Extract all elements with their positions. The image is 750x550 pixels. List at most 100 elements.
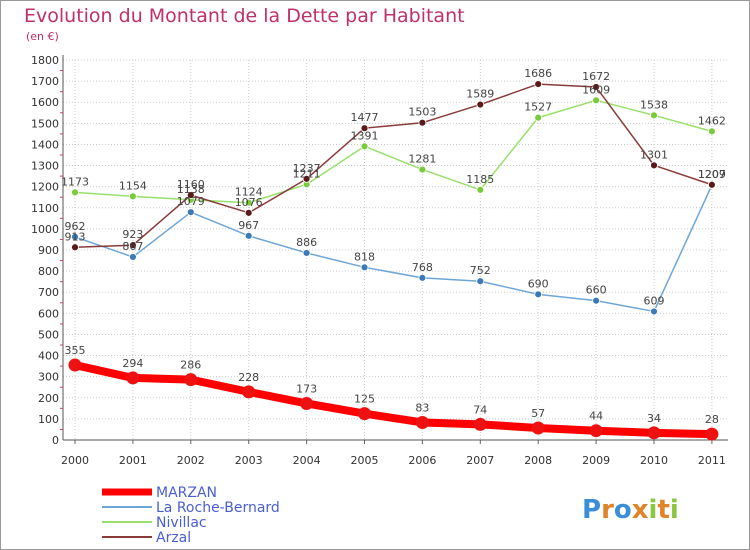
data-label-marzan: 74 xyxy=(473,403,487,416)
y-tick-label: 600 xyxy=(38,307,59,320)
data-label-la-roche-bernard: 1079 xyxy=(177,195,205,208)
data-label-nivillac: 1185 xyxy=(466,173,494,186)
data-label-marzan: 125 xyxy=(354,393,375,406)
data-label-marzan: 228 xyxy=(238,371,259,384)
y-tick-label: 1700 xyxy=(31,75,59,88)
point-arzal xyxy=(476,100,485,109)
point-nivillac xyxy=(71,188,79,197)
point-la-roche-bernard xyxy=(302,249,311,257)
x-tick-label: 2005 xyxy=(351,454,379,467)
point-marzan xyxy=(300,396,314,410)
y-tick-label: 1200 xyxy=(31,181,59,194)
x-tick-label: 2008 xyxy=(524,454,552,467)
point-nivillac xyxy=(244,198,253,207)
y-tick-label: 1300 xyxy=(31,160,59,173)
y-tick-label: 1800 xyxy=(31,54,59,67)
x-tick-label: 2002 xyxy=(177,454,205,467)
point-arzal xyxy=(418,118,427,127)
data-label-nivillac: 1609 xyxy=(582,83,610,96)
data-label-nivillac: 1211 xyxy=(293,167,321,180)
data-label-nivillac: 1173 xyxy=(61,175,89,188)
data-label-nivillac: 1538 xyxy=(640,98,668,111)
y-tick-label: 700 xyxy=(38,286,59,299)
x-tick-label: 2004 xyxy=(293,454,321,467)
point-marzan xyxy=(68,358,82,372)
series-line-arzal xyxy=(74,83,713,249)
x-tick-label: 2011 xyxy=(698,454,726,467)
data-label-nivillac: 1124 xyxy=(235,186,263,199)
point-nivillac xyxy=(592,96,600,105)
data-label-la-roche-bernard: 1207 xyxy=(698,168,726,181)
point-la-roche-bernard xyxy=(476,277,485,286)
data-label-la-roche-bernard: 609 xyxy=(644,294,665,307)
point-la-roche-bernard xyxy=(360,263,369,272)
data-label-arzal: 1209 xyxy=(698,168,726,181)
point-la-roche-bernard xyxy=(71,233,79,241)
point-marzan xyxy=(705,427,719,441)
point-arzal xyxy=(650,161,658,170)
y-tick-label: 500 xyxy=(38,328,59,341)
point-la-roche-bernard xyxy=(186,208,195,217)
logo-letter: o xyxy=(614,495,632,525)
point-marzan xyxy=(415,415,429,429)
data-label-marzan: 286 xyxy=(180,359,201,372)
data-label-arzal: 1076 xyxy=(235,196,263,209)
series-line-nivillac xyxy=(74,99,713,204)
data-label-layer: 962 867 1079 967 886 818 768 752 690 660 609 1207 11… xyxy=(61,67,726,426)
y-tick-label: 1600 xyxy=(31,96,59,109)
point-arzal xyxy=(360,124,369,133)
x-tick-label: 2001 xyxy=(119,454,147,467)
y-tick-label: 800 xyxy=(38,265,59,278)
y-tick-label: 0 xyxy=(52,434,59,447)
point-marzan xyxy=(184,373,198,387)
data-label-la-roche-bernard: 768 xyxy=(412,261,433,274)
y-tick-label: 100 xyxy=(38,413,59,426)
point-arzal xyxy=(71,243,79,252)
legend-label-marzan: MARZAN xyxy=(156,485,217,501)
data-label-nivillac: 1391 xyxy=(351,129,379,142)
y-tick-label: 1400 xyxy=(31,138,59,151)
point-nivillac xyxy=(128,192,137,201)
data-label-marzan: 173 xyxy=(296,382,317,395)
point-arzal xyxy=(186,191,195,200)
point-marzan xyxy=(242,385,256,399)
legend-label-arzal: Arzal xyxy=(156,530,191,546)
point-marzan xyxy=(531,421,545,435)
point-la-roche-bernard xyxy=(128,253,137,261)
point-marzan xyxy=(358,407,371,421)
point-marzan xyxy=(589,424,603,438)
point-arzal xyxy=(302,174,311,183)
point-arzal xyxy=(244,208,253,217)
data-label-la-roche-bernard: 752 xyxy=(470,264,491,277)
data-label-marzan: 83 xyxy=(415,401,429,414)
data-label-la-roche-bernard: 967 xyxy=(238,219,259,232)
point-nivillac xyxy=(418,165,427,174)
data-label-marzan: 355 xyxy=(65,344,86,357)
data-label-marzan: 28 xyxy=(705,413,719,426)
series-line-la-roche-bernard xyxy=(74,184,713,313)
data-label-nivillac: 1281 xyxy=(408,153,436,166)
point-arzal xyxy=(534,80,543,88)
logo-letter: x xyxy=(632,495,649,525)
axis-layer: 0 100 200 300 400 500 600 700 800 900 1000 1100 1200… xyxy=(31,54,728,467)
proxiti-logo: Proxiti xyxy=(582,495,679,525)
point-la-roche-bernard xyxy=(650,307,658,316)
point-marzan xyxy=(647,426,661,440)
point-nivillac xyxy=(360,142,369,151)
data-label-la-roche-bernard: 660 xyxy=(586,284,607,297)
data-label-la-roche-bernard: 867 xyxy=(122,240,143,253)
data-label-marzan: 34 xyxy=(647,412,661,425)
chart-subtitle: (en €) xyxy=(26,30,59,43)
data-label-arzal: 1160 xyxy=(177,178,205,191)
legend-label-nivillac: Nivillac xyxy=(156,515,207,531)
data-label-marzan: 44 xyxy=(589,410,603,423)
point-marzan xyxy=(126,371,140,385)
data-label-la-roche-bernard: 962 xyxy=(65,220,86,233)
data-label-nivillac: 1462 xyxy=(698,114,726,127)
data-label-la-roche-bernard: 886 xyxy=(296,236,317,249)
point-nivillac xyxy=(534,113,543,122)
data-label-arzal: 1301 xyxy=(640,148,668,161)
